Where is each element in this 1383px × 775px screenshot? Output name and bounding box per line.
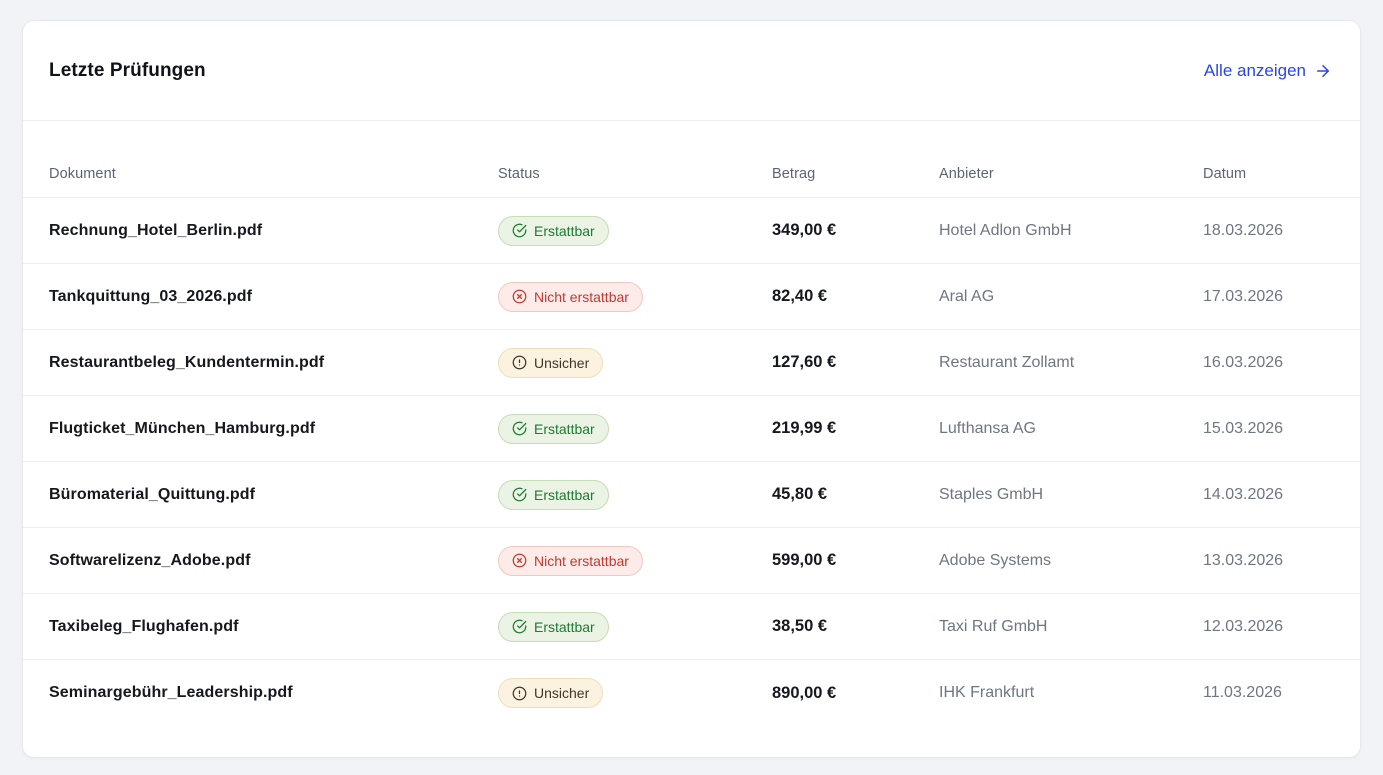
date-value: 17.03.2026 xyxy=(1203,287,1284,305)
table-row[interactable]: Büromaterial_Quittung.pdf Erstattbar 45,… xyxy=(23,462,1360,528)
status-cell: Erstattbar xyxy=(498,215,772,246)
document-name: Restaurantbeleg_Kundentermin.pdf xyxy=(49,353,325,371)
column-header-status: Status xyxy=(498,166,540,182)
table-row[interactable]: Rechnung_Hotel_Berlin.pdf Erstattbar 349… xyxy=(23,198,1360,264)
amount-value: 127,60 € xyxy=(772,353,837,371)
vendor-name: Aral AG xyxy=(939,287,995,305)
x-circle-icon xyxy=(512,553,527,568)
status-cell: Erstattbar xyxy=(498,611,772,642)
status-cell: Unsicher xyxy=(498,347,772,378)
table-row[interactable]: Taxibeleg_Flughafen.pdf Erstattbar 38,50… xyxy=(23,594,1360,660)
status-label: Unsicher xyxy=(534,354,590,371)
vendor-name: Adobe Systems xyxy=(939,551,1052,569)
status-label: Erstattbar xyxy=(534,222,595,239)
table-body: Rechnung_Hotel_Berlin.pdf Erstattbar 349… xyxy=(23,198,1360,726)
page-title: Letzte Prüfungen xyxy=(49,59,206,81)
alert-circle-icon xyxy=(512,355,527,370)
document-name: Tankquittung_03_2026.pdf xyxy=(49,287,253,305)
document-name: Rechnung_Hotel_Berlin.pdf xyxy=(49,221,263,239)
check-circle-icon xyxy=(512,421,527,436)
status-badge: Nicht erstattbar xyxy=(498,545,643,576)
amount-value: 890,00 € xyxy=(772,683,837,702)
document-name: Flugticket_München_Hamburg.pdf xyxy=(49,419,316,437)
date-value: 16.03.2026 xyxy=(1203,353,1284,371)
vendor-name: Lufthansa AG xyxy=(939,419,1036,437)
vendor-name: Restaurant Zollamt xyxy=(939,353,1075,371)
amount-value: 599,00 € xyxy=(772,551,837,569)
vendor-name: Taxi Ruf GmbH xyxy=(939,617,1048,635)
table-row[interactable]: Tankquittung_03_2026.pdf Nicht erstattba… xyxy=(23,264,1360,330)
status-badge: Erstattbar xyxy=(498,413,609,444)
status-label: Erstattbar xyxy=(534,420,595,437)
status-label: Nicht erstattbar xyxy=(534,552,629,569)
document-name: Taxibeleg_Flughafen.pdf xyxy=(49,617,239,635)
amount-value: 38,50 € xyxy=(772,617,828,635)
column-header-date: Datum xyxy=(1203,166,1247,182)
status-label: Nicht erstattbar xyxy=(534,288,629,305)
document-name: Büromaterial_Quittung.pdf xyxy=(49,485,256,503)
table-row[interactable]: Softwarelizenz_Adobe.pdf Nicht erstattba… xyxy=(23,528,1360,594)
table-row[interactable]: Seminargebühr_Leadership.pdf Unsicher 89… xyxy=(23,660,1360,726)
document-name: Softwarelizenz_Adobe.pdf xyxy=(49,551,251,569)
date-value: 12.03.2026 xyxy=(1203,617,1284,635)
date-value: 15.03.2026 xyxy=(1203,419,1284,437)
amount-value: 82,40 € xyxy=(772,287,828,305)
check-circle-icon xyxy=(512,487,527,502)
date-value: 13.03.2026 xyxy=(1203,551,1284,569)
x-circle-icon xyxy=(512,289,527,304)
amount-value: 45,80 € xyxy=(772,485,828,503)
view-all-label: Alle anzeigen xyxy=(1203,60,1306,80)
vendor-name: Hotel Adlon GmbH xyxy=(939,221,1072,239)
status-badge: Unsicher xyxy=(498,347,604,378)
date-value: 11.03.2026 xyxy=(1203,684,1282,701)
status-label: Erstattbar xyxy=(534,486,595,503)
recent-checks-card: Letzte Prüfungen Alle anzeigen Dokument … xyxy=(22,20,1361,758)
status-label: Unsicher xyxy=(534,685,590,701)
table-row[interactable]: Flugticket_München_Hamburg.pdf Erstattba… xyxy=(23,396,1360,462)
card-header: Letzte Prüfungen Alle anzeigen xyxy=(23,21,1360,121)
status-cell: Unsicher xyxy=(498,678,772,708)
status-badge: Unsicher xyxy=(498,678,604,708)
check-circle-icon xyxy=(512,223,527,238)
status-badge: Erstattbar xyxy=(498,611,609,642)
amount-value: 349,00 € xyxy=(772,221,837,239)
status-badge: Erstattbar xyxy=(498,215,609,246)
table-row[interactable]: Restaurantbeleg_Kundentermin.pdf Unsiche… xyxy=(23,330,1360,396)
status-cell: Nicht erstattbar xyxy=(498,545,772,576)
document-name: Seminargebühr_Leadership.pdf xyxy=(49,684,293,701)
status-label: Erstattbar xyxy=(534,618,595,635)
status-cell: Nicht erstattbar xyxy=(498,281,772,312)
table-header-row: Dokument Status Betrag Anbieter Datum xyxy=(23,121,1360,198)
status-cell: Erstattbar xyxy=(498,413,772,444)
status-badge: Nicht erstattbar xyxy=(498,281,643,312)
status-cell: Erstattbar xyxy=(498,479,772,510)
vendor-name: Staples GmbH xyxy=(939,485,1044,503)
status-badge: Erstattbar xyxy=(498,479,609,510)
vendor-name: IHK Frankfurt xyxy=(939,684,1035,701)
date-value: 14.03.2026 xyxy=(1203,485,1284,503)
view-all-link[interactable]: Alle anzeigen xyxy=(1204,61,1332,81)
column-header-document: Dokument xyxy=(49,166,116,182)
column-header-amount: Betrag xyxy=(772,166,816,182)
check-circle-icon xyxy=(512,619,527,634)
amount-value: 219,99 € xyxy=(772,419,837,437)
arrow-right-icon xyxy=(1314,62,1332,80)
alert-circle-icon xyxy=(512,686,527,701)
date-value: 18.03.2026 xyxy=(1203,221,1284,239)
column-header-vendor: Anbieter xyxy=(939,166,994,182)
